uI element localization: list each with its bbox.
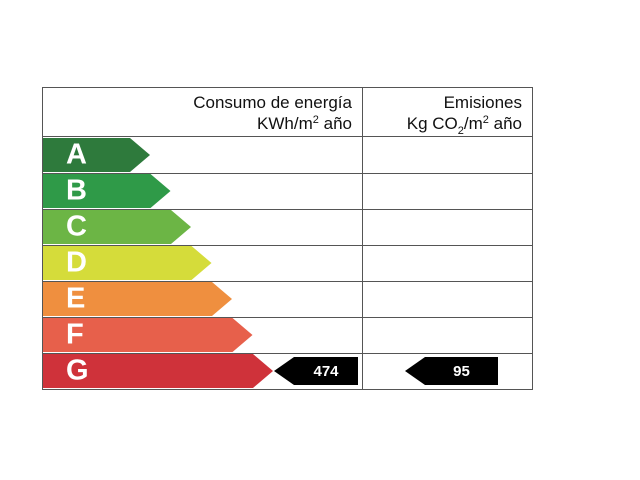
rating-arrow bbox=[43, 282, 232, 316]
consumption-unit: KWh/m2 año bbox=[257, 114, 352, 133]
rating-arrow bbox=[43, 210, 191, 244]
unit-sub: 2 bbox=[458, 125, 464, 137]
unit-part: KWh/m bbox=[257, 114, 313, 133]
unit-part: año bbox=[319, 114, 352, 133]
rating-arrow bbox=[43, 354, 273, 388]
unit-sup: 2 bbox=[483, 114, 489, 126]
indicator-value: 474 bbox=[313, 363, 339, 380]
rating-letter: F bbox=[66, 319, 84, 351]
rating-arrow bbox=[43, 174, 171, 208]
unit-part: /m bbox=[464, 114, 483, 133]
rating-letter: B bbox=[66, 175, 87, 207]
rating-arrow bbox=[43, 318, 253, 352]
rating-letter: G bbox=[66, 355, 89, 387]
rating-arrow bbox=[43, 246, 212, 280]
indicator-value: 95 bbox=[453, 363, 470, 380]
unit-sup: 2 bbox=[313, 114, 319, 126]
emissions-title: Emisiones bbox=[444, 93, 522, 112]
unit-part: año bbox=[489, 114, 522, 133]
unit-part: Kg CO bbox=[407, 114, 458, 133]
rating-letter: E bbox=[66, 283, 85, 315]
indicator-arrow bbox=[405, 357, 498, 385]
rating-letter: C bbox=[66, 211, 87, 243]
emissions-unit: Kg CO2/m2 año bbox=[407, 114, 522, 137]
consumption-title: Consumo de energía bbox=[193, 93, 352, 112]
rating-letter: D bbox=[66, 247, 87, 279]
indicator-arrow bbox=[274, 357, 358, 385]
rating-letter: A bbox=[66, 139, 87, 171]
table-border bbox=[42, 87, 533, 390]
rating-arrow bbox=[43, 138, 150, 172]
